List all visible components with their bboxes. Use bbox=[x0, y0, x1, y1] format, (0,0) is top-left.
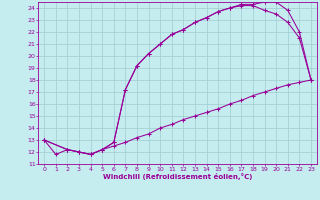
X-axis label: Windchill (Refroidissement éolien,°C): Windchill (Refroidissement éolien,°C) bbox=[103, 173, 252, 180]
